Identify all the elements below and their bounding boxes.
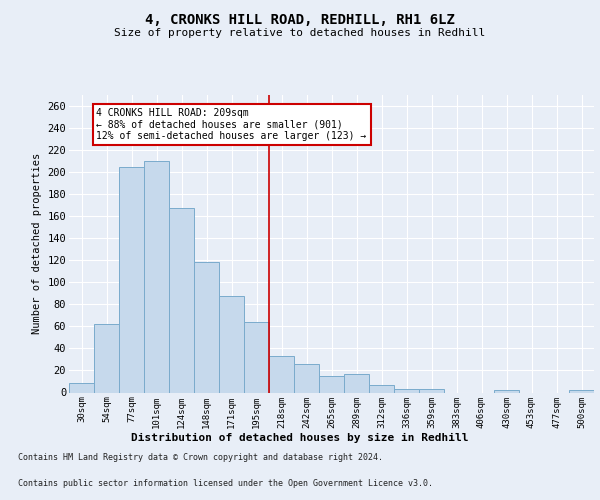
- Bar: [369, 385, 394, 392]
- Bar: [119, 166, 144, 392]
- Y-axis label: Number of detached properties: Number of detached properties: [32, 153, 42, 334]
- Bar: [494, 390, 519, 392]
- Bar: [194, 262, 219, 392]
- Bar: [219, 296, 244, 392]
- Bar: [144, 161, 169, 392]
- Text: Contains public sector information licensed under the Open Government Licence v3: Contains public sector information licen…: [18, 478, 433, 488]
- Bar: [244, 322, 269, 392]
- Bar: [169, 208, 194, 392]
- Bar: [394, 389, 419, 392]
- Bar: [319, 376, 344, 392]
- Bar: [94, 324, 119, 392]
- Bar: [269, 356, 294, 393]
- Text: Distribution of detached houses by size in Redhill: Distribution of detached houses by size …: [131, 432, 469, 442]
- Bar: [419, 389, 444, 392]
- Bar: [294, 364, 319, 392]
- Text: 4 CRONKS HILL ROAD: 209sqm
← 88% of detached houses are smaller (901)
12% of sem: 4 CRONKS HILL ROAD: 209sqm ← 88% of deta…: [97, 108, 367, 142]
- Bar: [344, 374, 369, 392]
- Bar: [569, 390, 594, 392]
- Text: Size of property relative to detached houses in Redhill: Size of property relative to detached ho…: [115, 28, 485, 38]
- Text: Contains HM Land Registry data © Crown copyright and database right 2024.: Contains HM Land Registry data © Crown c…: [18, 454, 383, 462]
- Text: 4, CRONKS HILL ROAD, REDHILL, RH1 6LZ: 4, CRONKS HILL ROAD, REDHILL, RH1 6LZ: [145, 12, 455, 26]
- Bar: [69, 382, 94, 392]
